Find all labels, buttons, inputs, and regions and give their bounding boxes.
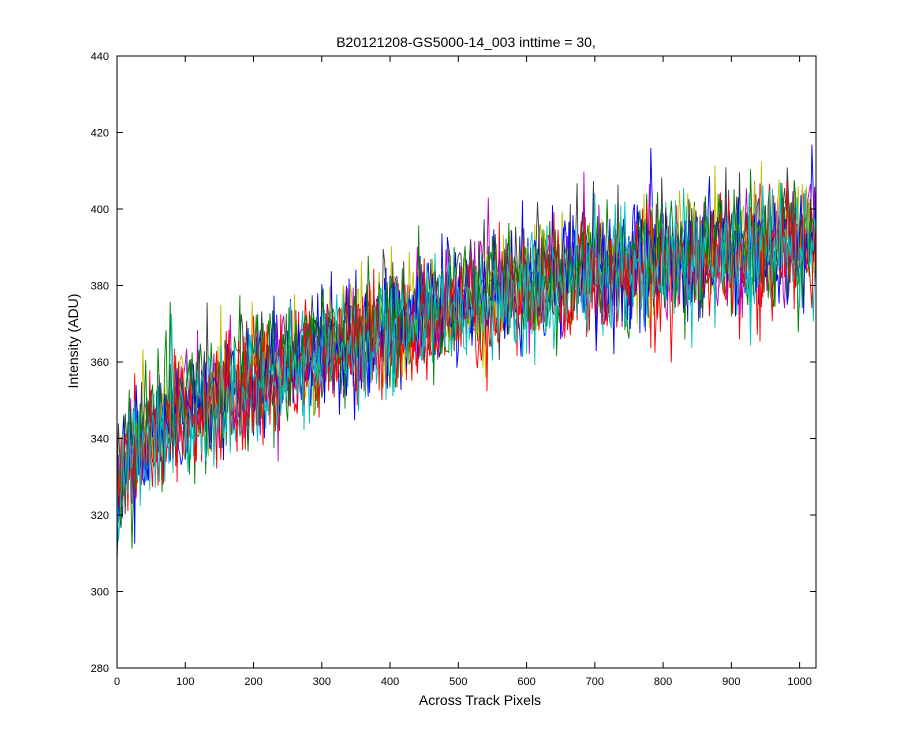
x-tick-label: 0 xyxy=(114,676,120,688)
x-tick-label: 400 xyxy=(381,676,399,688)
y-tick-label: 360 xyxy=(91,357,109,369)
x-tick-label: 500 xyxy=(449,676,467,688)
x-tick-label: 1000 xyxy=(787,676,811,688)
series-layer xyxy=(116,144,817,567)
y-tick-label: 300 xyxy=(91,587,109,599)
x-axis-label: Across Track Pixels xyxy=(419,692,541,708)
series-line-11 xyxy=(116,182,817,542)
x-tick-label: 600 xyxy=(517,676,535,688)
x-tick-label: 100 xyxy=(176,676,194,688)
x-tick-label: 900 xyxy=(722,676,740,688)
y-tick-label: 440 xyxy=(91,51,109,63)
y-tick-label: 280 xyxy=(91,663,109,675)
x-tick-label: 700 xyxy=(586,676,604,688)
chart-title: B20121208-GS5000-14_003 inttime = 30, xyxy=(336,34,596,50)
y-tick-label: 340 xyxy=(91,434,109,446)
x-tick-label: 200 xyxy=(244,676,262,688)
y-tick-label: 400 xyxy=(91,204,109,216)
x-tick-label: 800 xyxy=(654,676,672,688)
x-tick-label: 300 xyxy=(313,676,331,688)
y-axis-label: Intensity (ADU) xyxy=(65,294,81,389)
x-ticks: 0 100 200 300 400 500 600 700 800 900 1000 xyxy=(114,56,812,688)
y-tick-label: 420 xyxy=(91,128,109,140)
y-ticks: 280 300 320 340 360 380 400 420 440 xyxy=(91,51,816,675)
y-tick-label: 380 xyxy=(91,281,109,293)
y-tick-label: 320 xyxy=(91,510,109,522)
